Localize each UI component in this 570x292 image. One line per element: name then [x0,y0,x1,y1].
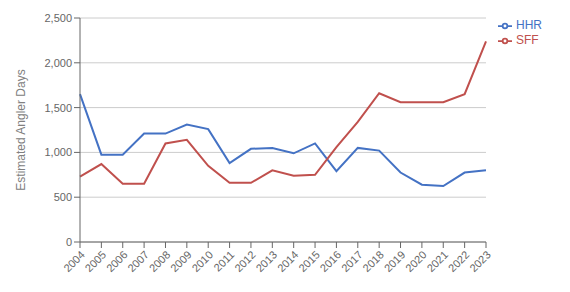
svg-text:2014: 2014 [275,248,301,274]
svg-text:Estimated Angler Days: Estimated Angler Days [14,69,28,190]
svg-text:1,000: 1,000 [44,146,72,158]
svg-text:2015: 2015 [296,248,322,274]
svg-text:2,000: 2,000 [44,57,72,69]
html-text:HHR: HHR [516,18,542,32]
svg-text:2004: 2004 [61,248,87,274]
svg-text:2009: 2009 [168,248,194,274]
svg-text:2022: 2022 [446,248,472,274]
svg-text:2021: 2021 [424,248,450,274]
svg-text:2005: 2005 [83,248,109,274]
svg-text:0: 0 [66,236,72,248]
svg-text:2019: 2019 [382,248,408,274]
svg-text:1,500: 1,500 [44,102,72,114]
svg-text:2023: 2023 [467,248,493,274]
svg-text:2018: 2018 [360,248,386,274]
svg-text:2,500: 2,500 [44,12,72,24]
svg-text:2020: 2020 [403,248,429,274]
svg-text:2008: 2008 [147,248,173,274]
svg-text:500: 500 [54,191,72,203]
svg-text:2010: 2010 [189,248,215,274]
svg-text:2013: 2013 [253,248,279,274]
svg-text:2011: 2011 [211,248,236,273]
svg-text:2016: 2016 [318,248,344,274]
svg-text:2012: 2012 [232,248,258,274]
svg-text:2007: 2007 [125,248,151,274]
svg-text:2017: 2017 [339,248,365,274]
svg-text:2006: 2006 [104,248,130,274]
html-text:SFF: SFF [516,32,539,47]
